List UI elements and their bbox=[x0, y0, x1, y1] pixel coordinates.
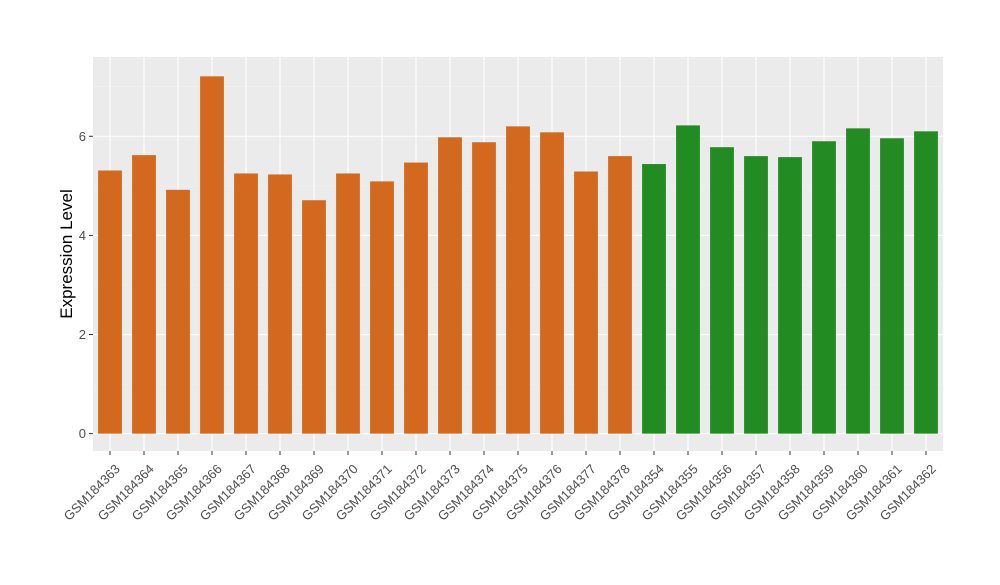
bar-gsm184366 bbox=[200, 76, 224, 434]
bar-gsm184358 bbox=[778, 157, 802, 434]
y-tick-label: 2 bbox=[79, 327, 86, 342]
y-tick-label: 4 bbox=[79, 228, 86, 243]
bar-gsm184361 bbox=[880, 138, 904, 434]
bar-gsm184367 bbox=[234, 173, 258, 434]
y-axis: 0 2 4 6 bbox=[79, 129, 93, 441]
bar-gsm184365 bbox=[166, 189, 190, 434]
y-tick-label: 0 bbox=[79, 426, 86, 441]
bar-gsm184376 bbox=[540, 132, 564, 434]
bar-gsm184368 bbox=[268, 174, 292, 434]
bar-gsm184354 bbox=[642, 164, 666, 434]
bar-gsm184378 bbox=[608, 156, 632, 434]
y-axis-label: Expression Level bbox=[57, 189, 76, 318]
bar-gsm184360 bbox=[846, 128, 870, 434]
bar-gsm184372 bbox=[404, 162, 428, 434]
bar-gsm184362 bbox=[914, 131, 938, 434]
bar-gsm184359 bbox=[812, 141, 836, 434]
bar-gsm184375 bbox=[506, 126, 530, 434]
bar-gsm184377 bbox=[574, 171, 598, 434]
bar-gsm184373 bbox=[438, 137, 462, 434]
bar-gsm184363 bbox=[98, 170, 122, 434]
bar-gsm184374 bbox=[472, 142, 496, 434]
y-tick-label: 6 bbox=[79, 129, 86, 144]
bar-gsm184370 bbox=[336, 173, 360, 434]
bar-gsm184356 bbox=[710, 147, 734, 434]
bar-gsm184369 bbox=[302, 200, 326, 434]
bar-gsm184371 bbox=[370, 181, 394, 434]
bar-gsm184355 bbox=[676, 125, 700, 434]
bar-gsm184364 bbox=[132, 155, 156, 434]
bars-group bbox=[98, 76, 938, 434]
x-axis: GSM184363GSM184364GSM184365GSM184366GSM1… bbox=[61, 451, 939, 524]
bar-gsm184357 bbox=[744, 156, 768, 434]
